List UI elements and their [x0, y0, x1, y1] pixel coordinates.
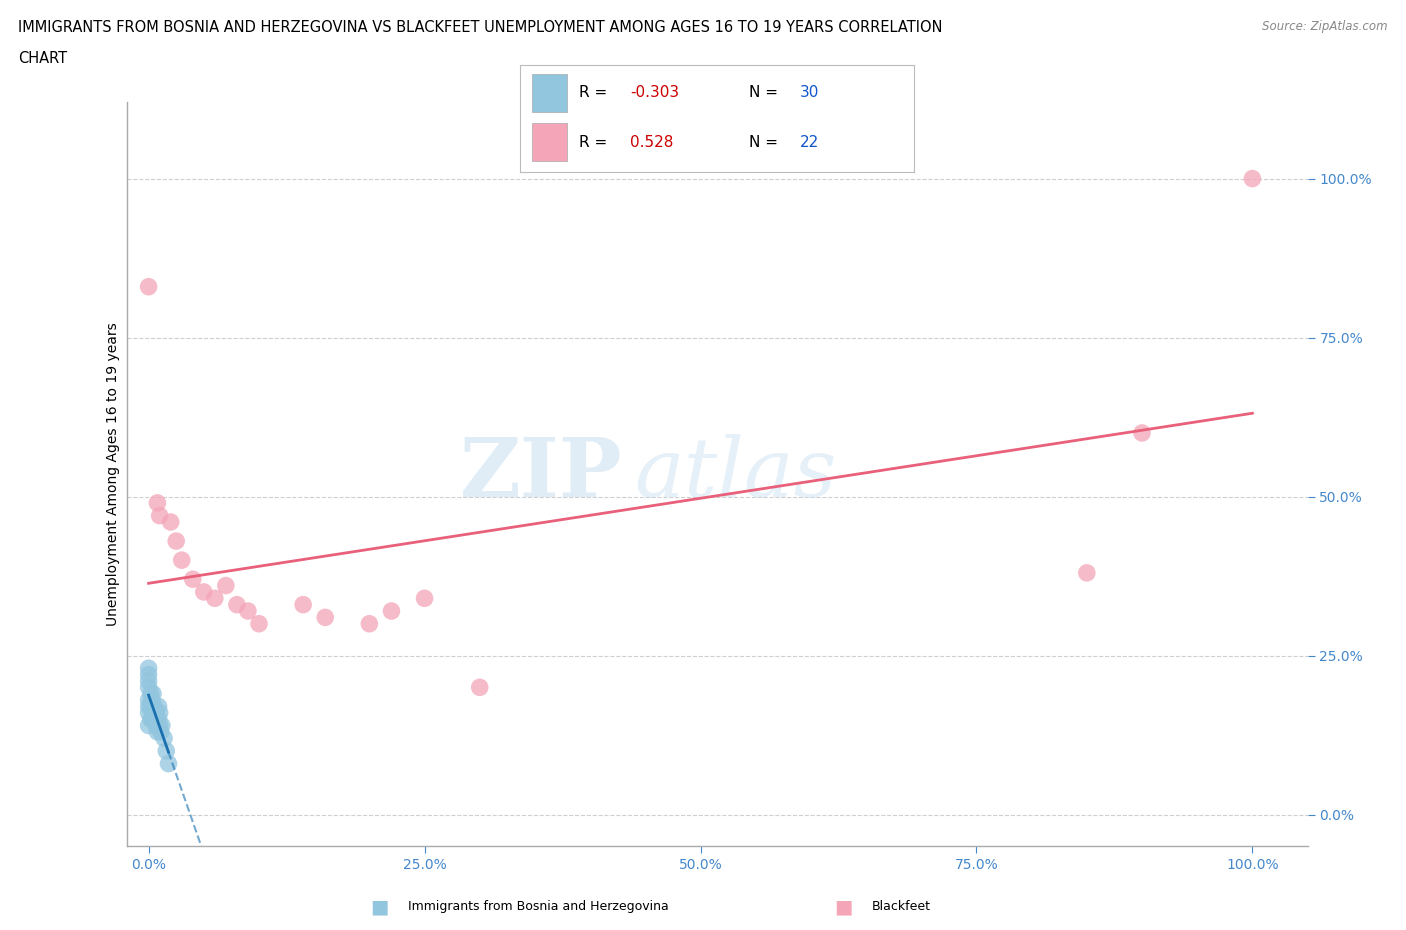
- Point: [138, 693, 160, 708]
- Text: R =: R =: [579, 86, 613, 100]
- Point: [236, 604, 259, 618]
- Point: [157, 756, 180, 771]
- Point: [149, 724, 172, 739]
- Point: [359, 617, 381, 631]
- Text: atlas: atlas: [634, 434, 837, 514]
- Text: ■: ■: [370, 897, 389, 916]
- Point: [143, 705, 166, 720]
- Point: [413, 591, 436, 605]
- Text: Blackfeet: Blackfeet: [872, 900, 931, 913]
- Text: -0.303: -0.303: [630, 86, 679, 100]
- Point: [146, 724, 169, 739]
- Y-axis label: Unemployment Among Ages 16 to 19 years: Unemployment Among Ages 16 to 19 years: [105, 323, 120, 626]
- Text: 22: 22: [800, 135, 818, 150]
- Text: ZIP: ZIP: [460, 434, 623, 514]
- Point: [138, 667, 160, 682]
- Point: [292, 597, 315, 612]
- Point: [138, 661, 160, 676]
- Point: [226, 597, 249, 612]
- Point: [148, 699, 170, 714]
- Text: N =: N =: [748, 86, 782, 100]
- Point: [143, 699, 166, 714]
- Point: [150, 718, 173, 733]
- Point: [142, 705, 165, 720]
- Point: [153, 731, 176, 746]
- Point: [139, 699, 162, 714]
- Point: [141, 693, 163, 708]
- Point: [155, 743, 177, 758]
- Bar: [531, 73, 568, 113]
- Point: [138, 699, 160, 714]
- Point: [149, 705, 172, 720]
- Point: [1241, 171, 1264, 186]
- Point: [149, 508, 172, 523]
- Point: [1130, 426, 1153, 441]
- Bar: [531, 123, 568, 162]
- Point: [146, 496, 169, 511]
- Text: N =: N =: [748, 135, 782, 150]
- Point: [138, 680, 160, 695]
- Point: [215, 578, 238, 593]
- Text: ■: ■: [834, 897, 853, 916]
- Point: [138, 279, 160, 294]
- Point: [165, 534, 187, 549]
- Point: [314, 610, 336, 625]
- Text: R =: R =: [579, 135, 617, 150]
- Text: IMMIGRANTS FROM BOSNIA AND HERZEGOVINA VS BLACKFEET UNEMPLOYMENT AMONG AGES 16 T: IMMIGRANTS FROM BOSNIA AND HERZEGOVINA V…: [18, 20, 943, 35]
- Point: [138, 718, 160, 733]
- Text: Source: ZipAtlas.com: Source: ZipAtlas.com: [1263, 20, 1388, 33]
- Point: [142, 686, 165, 701]
- Point: [159, 514, 181, 529]
- Point: [468, 680, 491, 695]
- Point: [143, 711, 166, 726]
- Point: [138, 673, 160, 688]
- Text: Immigrants from Bosnia and Herzegovina: Immigrants from Bosnia and Herzegovina: [408, 900, 668, 913]
- Point: [141, 711, 163, 726]
- Point: [1076, 565, 1098, 580]
- Point: [139, 686, 162, 701]
- Point: [181, 572, 204, 587]
- Point: [145, 718, 167, 733]
- Point: [193, 584, 215, 599]
- Point: [145, 705, 167, 720]
- Point: [149, 718, 172, 733]
- Point: [139, 711, 162, 726]
- Point: [148, 711, 170, 726]
- Point: [247, 617, 270, 631]
- Text: CHART: CHART: [18, 51, 67, 66]
- Text: 0.528: 0.528: [630, 135, 673, 150]
- Point: [170, 552, 193, 567]
- Point: [380, 604, 402, 618]
- Point: [138, 705, 160, 720]
- Point: [204, 591, 226, 605]
- Text: 30: 30: [800, 86, 820, 100]
